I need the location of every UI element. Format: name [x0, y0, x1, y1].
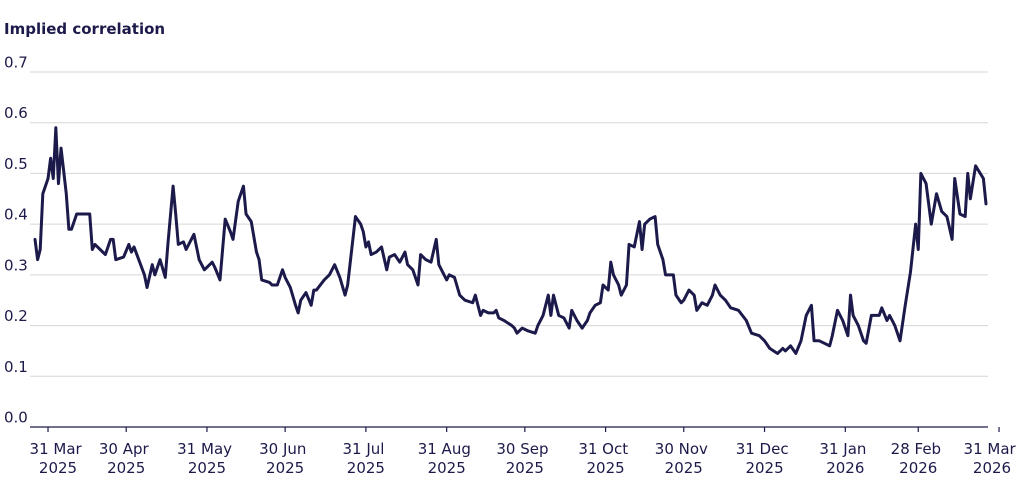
x-tick-label: 30 Nov 2025: [655, 440, 713, 477]
x-tick-label: 31 Oct 2025: [578, 440, 633, 477]
x-tick-label: 30 Apr 2025: [99, 440, 154, 477]
x-tick-label: 31 Aug 2025: [418, 440, 476, 477]
x-tick-label: 31 Jul 2025: [343, 440, 390, 477]
x-tick-label: 31 Jan 2026: [819, 440, 871, 477]
x-tick-label: 31 Mar 2025: [30, 440, 87, 477]
y-tick-label: 0.6: [4, 104, 28, 122]
x-tick-label: 31 Mar 2026: [964, 440, 1021, 477]
y-tick-label: 0.5: [4, 155, 28, 173]
x-tick-label: 28 Feb 2026: [891, 440, 946, 477]
y-tick-label: 0.3: [4, 256, 28, 274]
x-tick-label: 31 Dec 2025: [736, 440, 794, 477]
y-tick-label: 0.1: [4, 358, 28, 376]
x-tick-label: 30 Sep 2025: [496, 440, 553, 477]
data-line: [33, 126, 988, 355]
grid: [30, 71, 988, 428]
y-tick-label: 0.0: [4, 409, 28, 427]
x-tick-label: 30 Jun 2025: [259, 440, 311, 477]
chart-title: Implied correlation: [4, 20, 165, 38]
x-tick-label: 31 May 2025: [177, 440, 237, 477]
y-tick-label: 0.4: [4, 206, 28, 224]
y-tick-label: 0.2: [4, 307, 28, 325]
y-tick-label: 0.7: [4, 54, 28, 72]
